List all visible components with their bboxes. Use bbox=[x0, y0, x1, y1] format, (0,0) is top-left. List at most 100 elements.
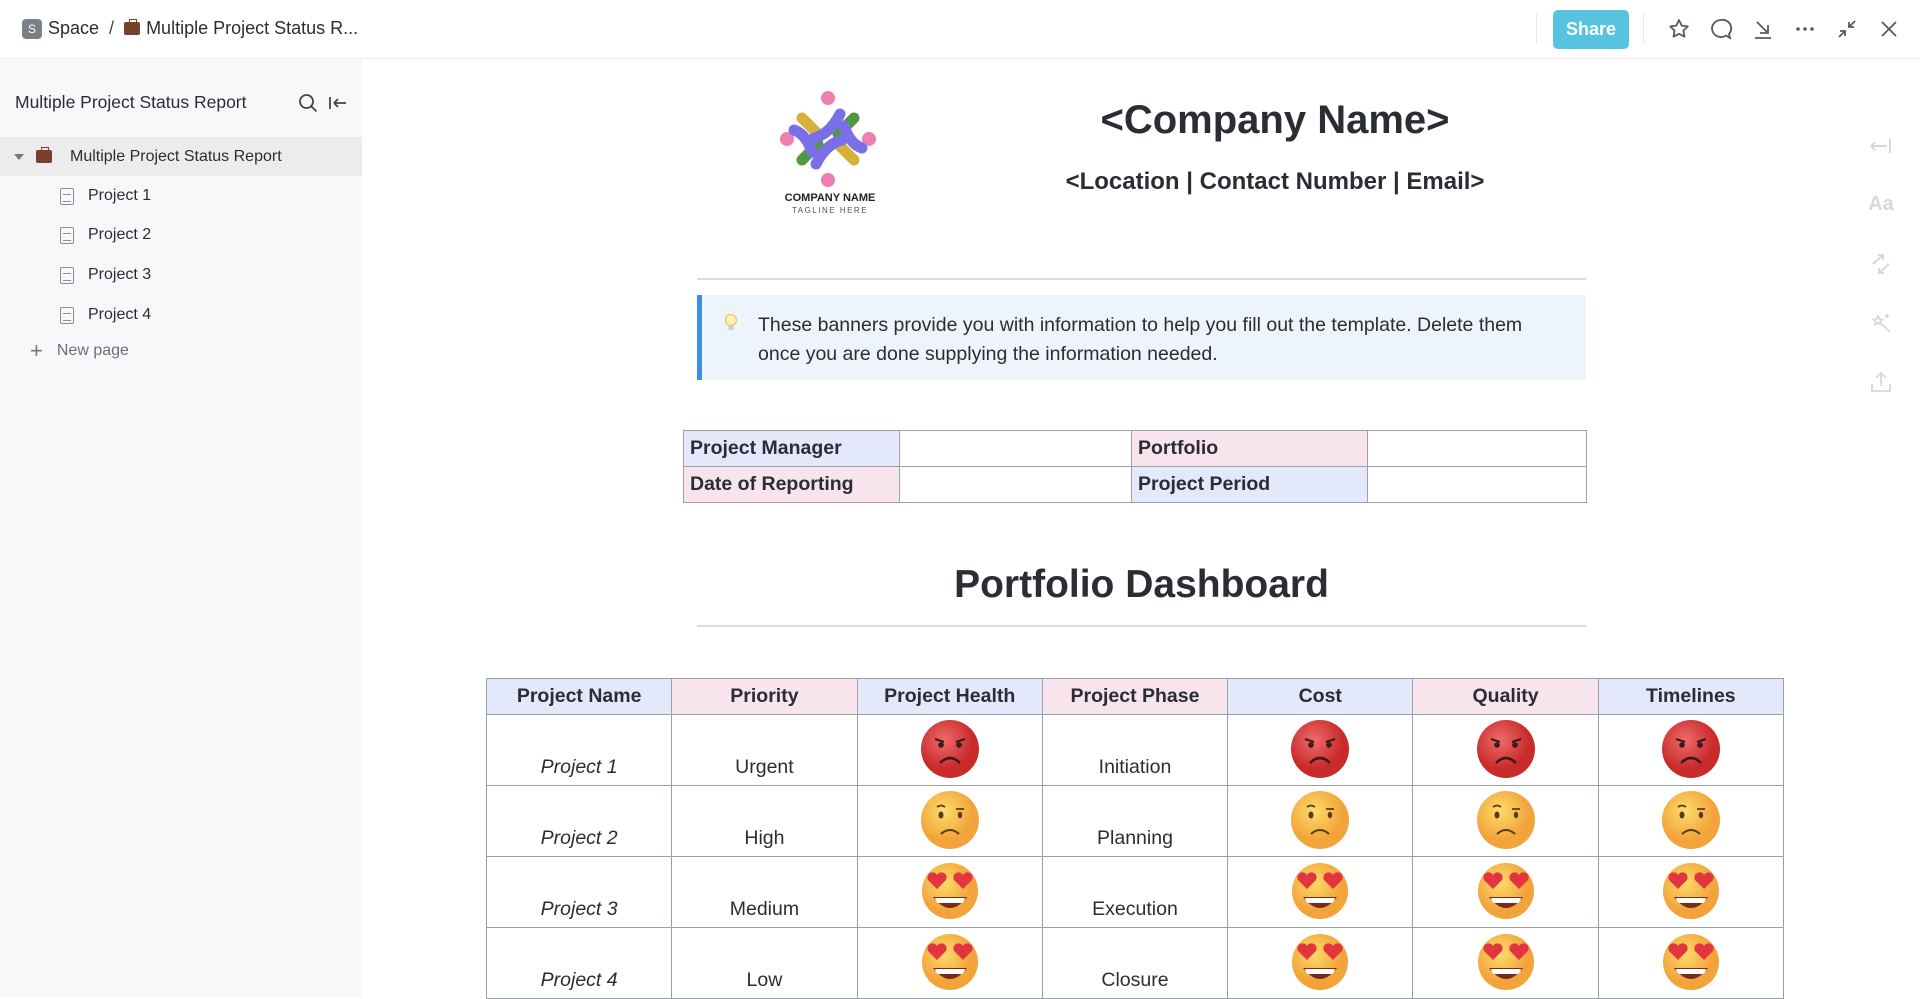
close-icon[interactable] bbox=[1877, 17, 1901, 41]
briefcase-icon bbox=[36, 147, 52, 163]
heart-eyes-face-icon bbox=[1662, 934, 1719, 990]
heart-eyes-face-icon bbox=[1662, 863, 1719, 919]
top-bar: S Space / Multiple Project Status R... S… bbox=[0, 0, 1920, 59]
document-icon bbox=[60, 306, 74, 324]
heart-eyes-face-icon bbox=[1477, 934, 1534, 990]
share-button[interactable]: Share bbox=[1553, 10, 1629, 49]
search-icon[interactable] bbox=[297, 92, 319, 114]
priority-cell: Urgent bbox=[671, 714, 858, 786]
collapse-icon[interactable] bbox=[1835, 17, 1859, 41]
sidebar-item-label: Project 2 bbox=[88, 226, 152, 243]
quality-cell bbox=[1412, 714, 1599, 786]
more-icon[interactable] bbox=[1793, 17, 1817, 41]
frown-face-icon bbox=[1476, 791, 1535, 849]
heart-eyes-face-icon bbox=[1292, 934, 1349, 990]
sidebar-item-label: Project 3 bbox=[88, 266, 152, 283]
angry-face-icon bbox=[1661, 720, 1720, 778]
heart-eyes-face-icon bbox=[921, 934, 978, 990]
sidebar-item-label: Project 1 bbox=[88, 187, 152, 204]
table-row: Project 4 Low Closure bbox=[485, 927, 1785, 999]
divider bbox=[1536, 14, 1537, 44]
column-header: Timelines bbox=[1597, 678, 1785, 715]
phase-cell: Closure bbox=[1041, 927, 1229, 999]
priority-cell: Low bbox=[671, 927, 858, 999]
dashboard-table: Project Name Priority Project Health Projec… bbox=[485, 678, 1785, 999]
timelines-cell bbox=[1597, 714, 1785, 786]
document-icon bbox=[60, 226, 74, 244]
column-header: Project Name bbox=[485, 678, 673, 715]
column-header: Project Phase bbox=[1041, 678, 1229, 715]
heart-eyes-face-icon bbox=[1477, 863, 1534, 919]
project-period-field[interactable] bbox=[1367, 466, 1587, 503]
column-header: Quality bbox=[1412, 678, 1599, 715]
portfolio-field[interactable] bbox=[1367, 430, 1587, 467]
label-date-of-reporting: Date of Reporting bbox=[683, 466, 900, 503]
comment-icon[interactable] bbox=[1709, 17, 1733, 41]
logo-mark-icon bbox=[780, 91, 876, 187]
new-page-label: New page bbox=[56, 342, 129, 359]
frown-face-icon bbox=[920, 791, 979, 849]
info-table: Project Manager Portfolio Date of Report… bbox=[683, 430, 1587, 503]
logo-tagline: TAGLINE HERE bbox=[791, 206, 869, 215]
cost-cell bbox=[1227, 856, 1414, 928]
timelines-cell bbox=[1597, 927, 1785, 999]
breadcrumb-space[interactable]: Space bbox=[48, 18, 100, 38]
frown-face-icon bbox=[1661, 791, 1720, 849]
new-page-button[interactable]: + New page bbox=[30, 340, 129, 362]
angry-face-icon bbox=[1291, 720, 1350, 778]
sidebar-item-project-4[interactable]: Project 4 bbox=[60, 300, 151, 330]
heart-eyes-face-icon bbox=[921, 863, 978, 919]
breadcrumb-separator: / bbox=[109, 18, 115, 38]
health-cell bbox=[856, 927, 1043, 999]
table-row: Project 1 Urgent Initiation bbox=[485, 714, 1785, 786]
divider bbox=[1643, 14, 1644, 44]
health-cell bbox=[856, 785, 1043, 857]
sidebar-item-project-3[interactable]: Project 3 bbox=[60, 260, 151, 290]
sidebar-title: Multiple Project Status Report bbox=[15, 92, 247, 112]
collapse-right-icon[interactable] bbox=[1868, 133, 1894, 159]
banner-text: These banners provide you with informati… bbox=[758, 314, 1523, 365]
document-icon bbox=[60, 187, 74, 205]
phase-cell: Initiation bbox=[1041, 714, 1229, 786]
upload-icon[interactable] bbox=[1868, 370, 1894, 396]
sidebar-item-root[interactable]: Multiple Project Status Report bbox=[0, 137, 362, 176]
date-of-reporting-field[interactable] bbox=[899, 466, 1132, 503]
health-cell bbox=[856, 714, 1043, 786]
priority-cell: High bbox=[671, 785, 858, 857]
project-manager-field[interactable] bbox=[899, 430, 1132, 467]
divider bbox=[697, 625, 1586, 627]
star-icon[interactable] bbox=[1667, 17, 1691, 41]
table-row: Project 2 High Planning bbox=[485, 785, 1785, 857]
company-logo: COMPANY NAME TAGLINE HERE bbox=[770, 88, 890, 218]
swap-icon[interactable] bbox=[1868, 251, 1894, 277]
heart-eyes-face-icon bbox=[1292, 863, 1349, 919]
magic-wand-icon[interactable] bbox=[1868, 310, 1894, 336]
cost-cell bbox=[1227, 714, 1414, 786]
sidebar-item-project-2[interactable]: Project 2 bbox=[60, 220, 151, 250]
timelines-cell bbox=[1597, 785, 1785, 857]
info-banner: These banners provide you with informati… bbox=[697, 295, 1586, 380]
health-cell bbox=[856, 856, 1043, 928]
company-name: <Company Name> bbox=[1100, 98, 1450, 142]
font-icon[interactable]: Aa bbox=[1868, 193, 1894, 215]
name-cell: Project 3 bbox=[485, 856, 673, 928]
phase-cell: Planning bbox=[1041, 785, 1229, 857]
sidebar-item-project-1[interactable]: Project 1 bbox=[60, 181, 151, 211]
briefcase-icon bbox=[124, 19, 141, 35]
angry-face-icon bbox=[1476, 720, 1535, 778]
quality-cell bbox=[1412, 856, 1599, 928]
name-cell: Project 2 bbox=[485, 785, 673, 857]
quality-cell bbox=[1412, 927, 1599, 999]
dashboard-title: Portfolio Dashboard bbox=[954, 563, 1329, 606]
phase-cell: Execution bbox=[1041, 856, 1229, 928]
sidebar-item-label: Multiple Project Status Report bbox=[70, 147, 282, 165]
sidebar: Multiple Project Status Report Multiple … bbox=[0, 60, 362, 997]
column-header: Cost bbox=[1227, 678, 1414, 715]
breadcrumb-doc[interactable]: Multiple Project Status R... bbox=[146, 18, 359, 38]
cost-cell bbox=[1227, 927, 1414, 999]
timelines-cell bbox=[1597, 856, 1785, 928]
collapse-sidebar-icon[interactable] bbox=[327, 92, 349, 114]
column-header: Project Health bbox=[856, 678, 1043, 715]
caret-down-icon[interactable] bbox=[14, 153, 24, 160]
download-icon[interactable] bbox=[1751, 17, 1775, 41]
